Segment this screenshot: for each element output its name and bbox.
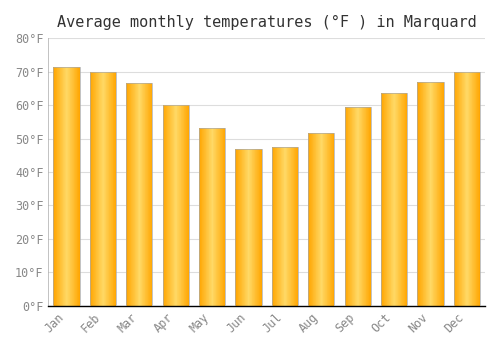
Bar	[126, 83, 152, 306]
Bar	[454, 72, 480, 306]
Bar	[236, 148, 262, 306]
Bar	[418, 82, 444, 306]
Bar	[308, 133, 334, 306]
Title: Average monthly temperatures (°F ) in Marquard: Average monthly temperatures (°F ) in Ma…	[57, 15, 476, 30]
Bar	[199, 128, 225, 306]
Bar	[381, 93, 407, 306]
Bar	[90, 72, 116, 306]
Bar	[162, 105, 189, 306]
Bar	[272, 147, 298, 306]
Bar	[54, 66, 80, 306]
Bar	[344, 107, 370, 306]
